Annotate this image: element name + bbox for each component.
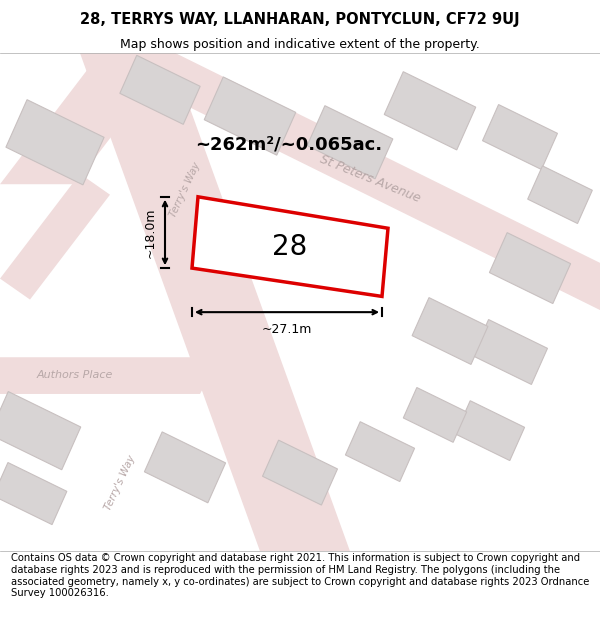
Polygon shape: [192, 197, 388, 296]
Polygon shape: [490, 232, 571, 304]
Polygon shape: [263, 440, 337, 505]
Text: ~262m²/~0.065ac.: ~262m²/~0.065ac.: [195, 136, 382, 153]
Polygon shape: [412, 298, 488, 364]
Text: Map shows position and indicative extent of the property.: Map shows position and indicative extent…: [120, 38, 480, 51]
Polygon shape: [473, 319, 547, 384]
Polygon shape: [0, 357, 220, 394]
Polygon shape: [384, 72, 476, 150]
Polygon shape: [455, 401, 524, 461]
Polygon shape: [80, 6, 600, 310]
Polygon shape: [6, 99, 104, 185]
Text: Contains OS data © Crown copyright and database right 2021. This information is : Contains OS data © Crown copyright and d…: [11, 554, 589, 598]
Text: ~27.1m: ~27.1m: [262, 322, 312, 336]
Polygon shape: [482, 104, 557, 169]
Polygon shape: [0, 53, 175, 184]
Polygon shape: [346, 422, 415, 481]
Polygon shape: [403, 388, 467, 442]
Text: Terry's Way: Terry's Way: [168, 160, 202, 219]
Polygon shape: [204, 77, 296, 155]
Polygon shape: [145, 432, 226, 503]
Text: St Peters Avenue: St Peters Avenue: [318, 153, 422, 205]
Text: 28, TERRYS WAY, LLANHARAN, PONTYCLUN, CF72 9UJ: 28, TERRYS WAY, LLANHARAN, PONTYCLUN, CF…: [80, 12, 520, 27]
Polygon shape: [120, 55, 200, 124]
Polygon shape: [80, 53, 350, 551]
Polygon shape: [0, 462, 67, 524]
Text: ~18.0m: ~18.0m: [144, 208, 157, 258]
Polygon shape: [307, 106, 393, 179]
Polygon shape: [0, 174, 110, 299]
Text: Terry's Way: Terry's Way: [103, 454, 137, 512]
Polygon shape: [527, 166, 592, 224]
Text: 28: 28: [272, 233, 308, 261]
Polygon shape: [0, 391, 81, 470]
Text: Authors Place: Authors Place: [37, 370, 113, 380]
